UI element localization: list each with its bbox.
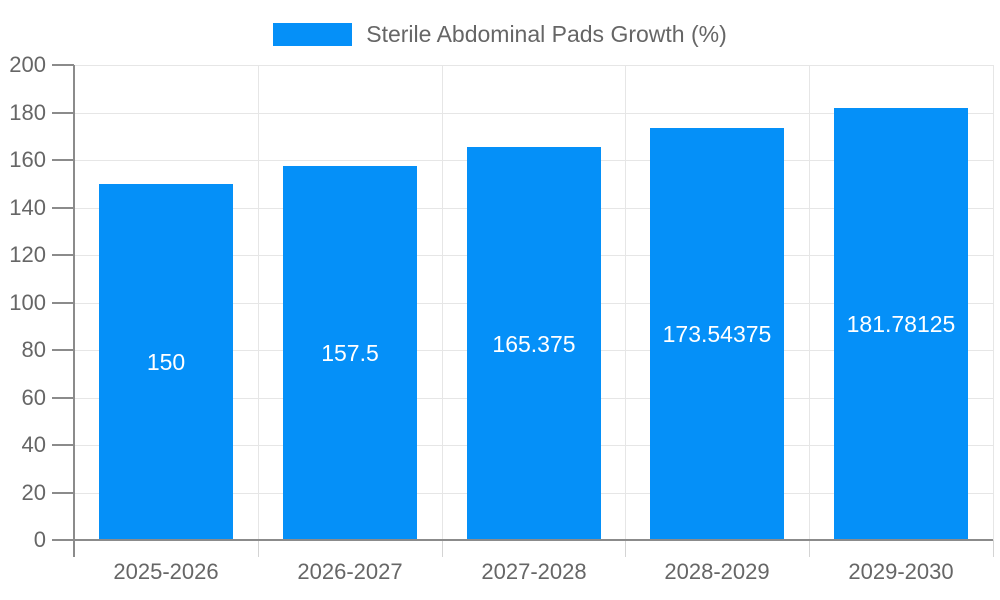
x-tick-mark (258, 540, 259, 557)
y-tick-label: 180 (9, 100, 46, 125)
y-tick-mark (52, 254, 74, 256)
y-tick-label: 200 (9, 52, 46, 77)
x-tick-label: 2029-2030 (848, 559, 954, 584)
y-tick-label: 120 (9, 242, 46, 267)
y-tick-mark (52, 207, 74, 209)
y-tick-mark (52, 444, 74, 446)
legend-swatch (273, 23, 353, 46)
y-tick-label: 40 (21, 432, 46, 457)
bar (650, 128, 784, 540)
y-tick-label: 140 (9, 195, 46, 220)
x-tick-mark (625, 540, 626, 557)
bar-value-label: 157.5 (321, 340, 379, 366)
x-tick-label: 2027-2028 (481, 559, 587, 584)
bar (99, 184, 233, 540)
y-tick-mark (52, 112, 74, 114)
chart-legend[interactable]: Sterile Abdominal Pads Growth (%) (0, 21, 1000, 48)
x-tick-label: 2026-2027 (297, 559, 403, 584)
x-tick-mark (809, 540, 810, 557)
legend-label: Sterile Abdominal Pads Growth (%) (366, 21, 727, 47)
y-tick-label: 60 (21, 385, 46, 410)
x-gridline (993, 65, 994, 540)
y-tick-label: 0 (33, 527, 46, 552)
bar-value-label: 181.78125 (846, 311, 956, 337)
bar-value-label: 165.375 (492, 331, 576, 357)
x-tick-label: 2025-2026 (113, 559, 219, 584)
y-tick-label: 80 (21, 337, 46, 362)
bar (834, 108, 968, 540)
bar (467, 147, 601, 540)
x-gridline (625, 65, 626, 540)
y-gridline (74, 65, 993, 66)
bar-value-label: 173.54375 (662, 321, 772, 347)
y-tick-mark (52, 159, 74, 161)
y-gridline (74, 113, 993, 114)
x-tick-mark (993, 540, 994, 557)
y-tick-mark (52, 492, 74, 494)
y-tick-mark (52, 349, 74, 351)
y-tick-label: 160 (9, 147, 46, 172)
y-tick-mark (52, 397, 74, 399)
y-tick-label: 20 (21, 480, 46, 505)
x-gridline (809, 65, 810, 540)
y-tick-mark (52, 64, 74, 66)
bar-value-label: 150 (146, 349, 186, 375)
x-axis-line (52, 539, 993, 541)
x-tick-label: 2028-2029 (664, 559, 770, 584)
y-tick-mark (52, 302, 74, 304)
bar (283, 166, 417, 540)
x-gridline (258, 65, 259, 540)
x-gridline (442, 65, 443, 540)
x-tick-mark (442, 540, 443, 557)
y-tick-label: 100 (9, 290, 46, 315)
y-axis-line (73, 65, 75, 557)
